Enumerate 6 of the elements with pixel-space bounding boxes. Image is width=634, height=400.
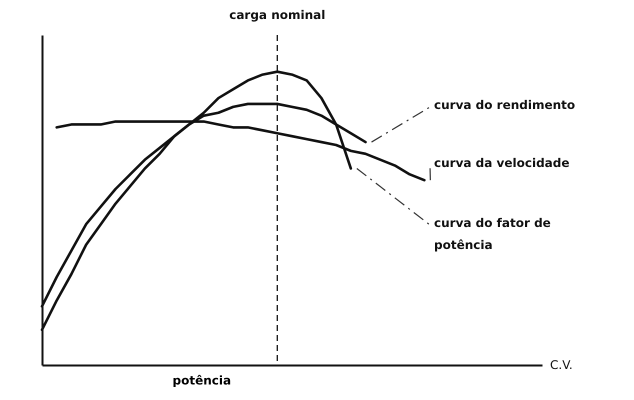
text: C.V. [550, 358, 573, 372]
text: carga nominal [229, 8, 326, 22]
text: curva do fator de potência [434, 216, 551, 252]
text: curva do rendimento [434, 98, 576, 112]
series-label: curva da velocidade [434, 156, 570, 170]
x-axis-title: potência [172, 374, 232, 388]
